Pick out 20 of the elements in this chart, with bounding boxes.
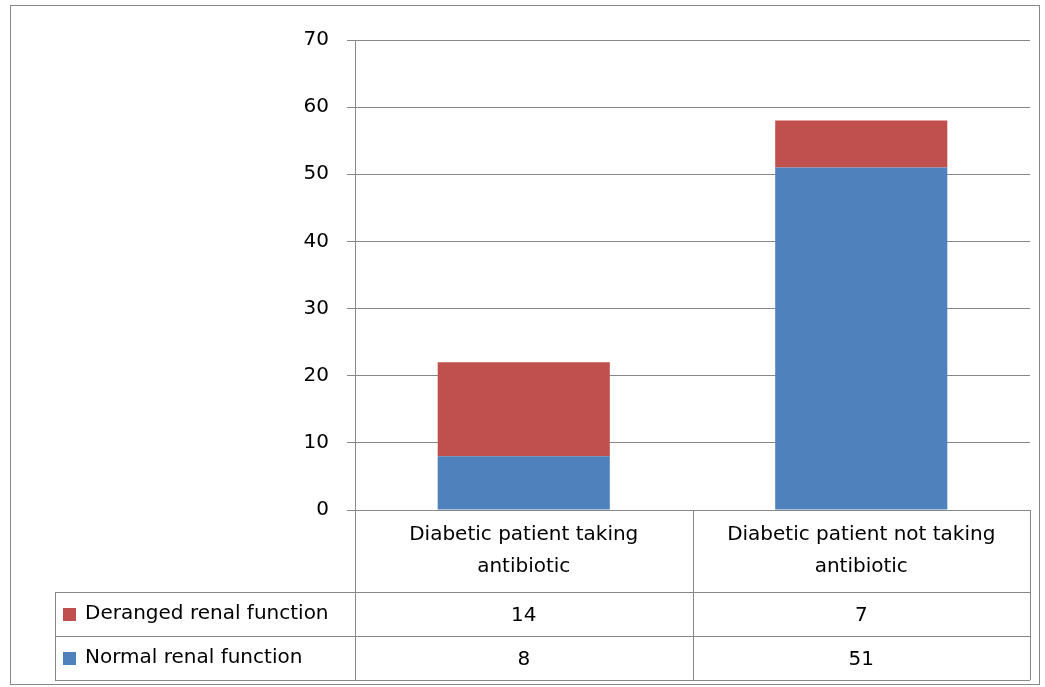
y-tick-label: 60 bbox=[303, 93, 329, 118]
bar bbox=[775, 120, 948, 168]
legend-label: Normal renal function bbox=[85, 644, 303, 669]
x-tick-label: Diabetic patient not taking antibiotic bbox=[727, 521, 996, 578]
x-tick-label: Diabetic patient taking antibiotic bbox=[409, 521, 639, 578]
bar bbox=[437, 362, 610, 457]
legend-label: Deranged renal function bbox=[85, 600, 329, 625]
bar bbox=[775, 167, 948, 510]
y-tick-label: 20 bbox=[303, 361, 329, 386]
data-label: 14 bbox=[511, 602, 537, 627]
y-tick-label: 40 bbox=[303, 227, 329, 252]
y-tick-label: 50 bbox=[303, 160, 329, 185]
data-label: 8 bbox=[517, 646, 531, 671]
y-tick-label: 30 bbox=[303, 294, 329, 319]
y-tick-label: 0 bbox=[316, 496, 329, 521]
y-tick-label: 70 bbox=[303, 26, 329, 51]
data-label: 51 bbox=[848, 646, 874, 671]
data-label: 7 bbox=[854, 602, 868, 627]
y-tick-label: 10 bbox=[303, 429, 329, 454]
bar bbox=[437, 456, 610, 510]
